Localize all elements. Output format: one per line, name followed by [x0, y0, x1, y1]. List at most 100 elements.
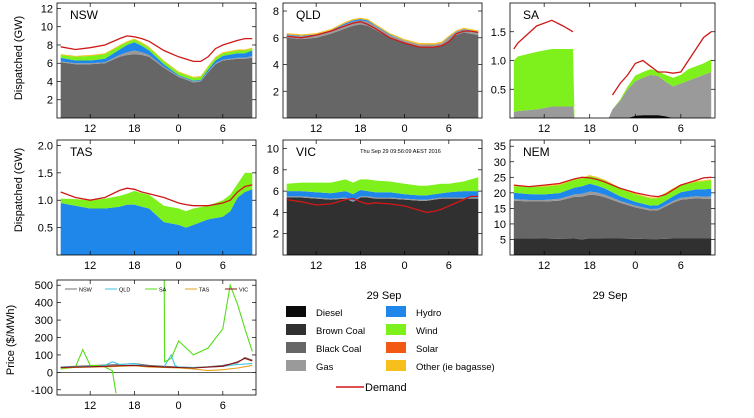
xtick-label: 6	[678, 260, 684, 272]
legend-label-wind: Wind	[416, 326, 438, 337]
panels: 2 4 6 8 10 12 12 18 0 6 NSW 2 4 6 8 12 18 0 6 QLD 0.5 1.0 1.5 1…	[31, 2, 716, 412]
legend: Diesel Hydro Brown Coal Wind Black Coal Solar…	[286, 306, 495, 394]
legend-swatch-other-ie-bagasse	[386, 360, 406, 371]
legend-label-other-ie-bagasse: Other (ie bagasse)	[416, 362, 495, 373]
legend-swatch-hydro	[386, 306, 406, 317]
xtick-label: 0	[632, 260, 638, 272]
plot-frame	[56, 2, 257, 119]
series-gas-area	[286, 196, 479, 202]
price-legend-label-vic: VIC	[239, 288, 248, 294]
xtick-label: 12	[84, 123, 96, 135]
series-other-ie-bagasse-area	[286, 17, 479, 45]
ytick-label: 0.5	[38, 223, 53, 235]
xtick-label: 6	[446, 260, 452, 272]
plot-frame	[282, 139, 483, 256]
panel-title: SA	[523, 8, 539, 22]
ytick-label: 20	[494, 188, 506, 200]
plot-frame	[56, 279, 257, 396]
legend-label-demand: Demand	[365, 382, 407, 394]
xtick-label: 18	[128, 123, 140, 135]
ytick-label: 0	[47, 367, 53, 379]
xtick-label: 18	[584, 260, 596, 272]
price-line-vic	[60, 357, 253, 369]
legend-swatch-brown-coal	[286, 324, 306, 335]
ytick-label: 200	[35, 333, 53, 345]
xtick-label: 6	[220, 400, 226, 412]
panel-title: NSW	[70, 8, 99, 22]
ytick-label: 4	[47, 76, 53, 88]
ytick-label: 2	[47, 95, 53, 107]
ytick-label: 8	[273, 165, 279, 177]
xtick-label: 6	[678, 123, 684, 135]
series-black-coal-area	[60, 54, 253, 118]
panel-title: TAS	[70, 145, 92, 159]
ytick-label: 1.5	[491, 27, 506, 39]
panel-nem: 5 10 15 20 25 30 35 12 18 0 6 NEM	[494, 139, 716, 272]
legend-label-diesel: Diesel	[316, 308, 342, 319]
xtick-label: 6	[446, 123, 452, 135]
ylabel-price: Price ($/MWh)	[5, 305, 17, 375]
ytick-label: 15	[494, 203, 506, 215]
ytick-label: 1.0	[491, 56, 506, 68]
plot-area	[513, 19, 712, 118]
ytick-label: 5	[500, 234, 506, 246]
ytick-label: 10	[494, 219, 506, 231]
demand-line	[513, 176, 712, 198]
series-hydro-area	[60, 42, 253, 82]
xtick-label: 18	[128, 260, 140, 272]
plot-area	[513, 175, 712, 255]
ytick-label: 400	[35, 298, 53, 310]
ytick-label: 2	[273, 86, 279, 98]
xlabel-nem: 29 Sep	[593, 290, 628, 302]
panel-sa: 0.5 1.0 1.5 12 18 0 6 SA	[491, 2, 716, 135]
panel-title: NEM	[523, 145, 550, 159]
timestamp-annotation: Thu Sep 29 09:56:09 AEST 2016	[360, 149, 441, 155]
price-legend-label-tas: TAS	[199, 288, 210, 294]
plot-frame	[509, 139, 716, 256]
xtick-label: 6	[220, 260, 226, 272]
panel-title: QLD	[296, 8, 321, 22]
ytick-label: 4	[273, 207, 279, 219]
xtick-label: 0	[176, 400, 182, 412]
demand-line	[513, 19, 712, 96]
series-wind-area	[286, 177, 479, 196]
ytick-label: 2.0	[38, 140, 53, 152]
ytick-label: 1.0	[38, 195, 53, 207]
ytick-label: 6	[273, 33, 279, 45]
xtick-label: 18	[354, 260, 366, 272]
xtick-label: 0	[176, 260, 182, 272]
ytick-label: 8	[273, 6, 279, 18]
series-wind-area	[60, 172, 253, 228]
legend-swatch-solar	[386, 342, 406, 353]
legend-swatch-diesel	[286, 306, 306, 317]
demand-line	[286, 21, 479, 48]
ytick-label: 8	[47, 40, 53, 52]
xtick-label: 12	[84, 260, 96, 272]
plot-area	[57, 280, 256, 394]
xtick-label: 12	[84, 400, 96, 412]
legend-label-solar: Solar	[416, 344, 438, 355]
ytick-label: 25	[494, 172, 506, 184]
xtick-label: 18	[584, 123, 596, 135]
ytick-label: 30	[494, 157, 506, 169]
price-legend-label-sa: SA	[159, 288, 167, 294]
panel-tas: 0.5 1.0 1.5 2.0 12 18 0 6 TAS	[38, 139, 257, 272]
ytick-label: 1.5	[38, 168, 53, 180]
legend-label-brown-coal: Brown Coal	[316, 326, 365, 337]
legend-label-gas: Gas	[316, 362, 334, 373]
legend-swatch-gas	[286, 360, 306, 371]
ytick-label: -100	[31, 385, 53, 397]
ytick-label: 10	[41, 22, 53, 34]
xtick-label: 12	[538, 123, 550, 135]
ytick-label: 4	[273, 60, 279, 72]
series-wind-area	[513, 176, 712, 206]
plot-area	[286, 17, 479, 118]
series-hydro-area	[513, 183, 712, 209]
ytick-label: 300	[35, 315, 53, 327]
panel-title: VIC	[296, 145, 316, 159]
ylabel-row2: Dispatched (GW)	[13, 148, 25, 232]
ytick-label: 6	[273, 186, 279, 198]
ytick-label: 2	[273, 229, 279, 241]
plot-area	[60, 172, 253, 255]
